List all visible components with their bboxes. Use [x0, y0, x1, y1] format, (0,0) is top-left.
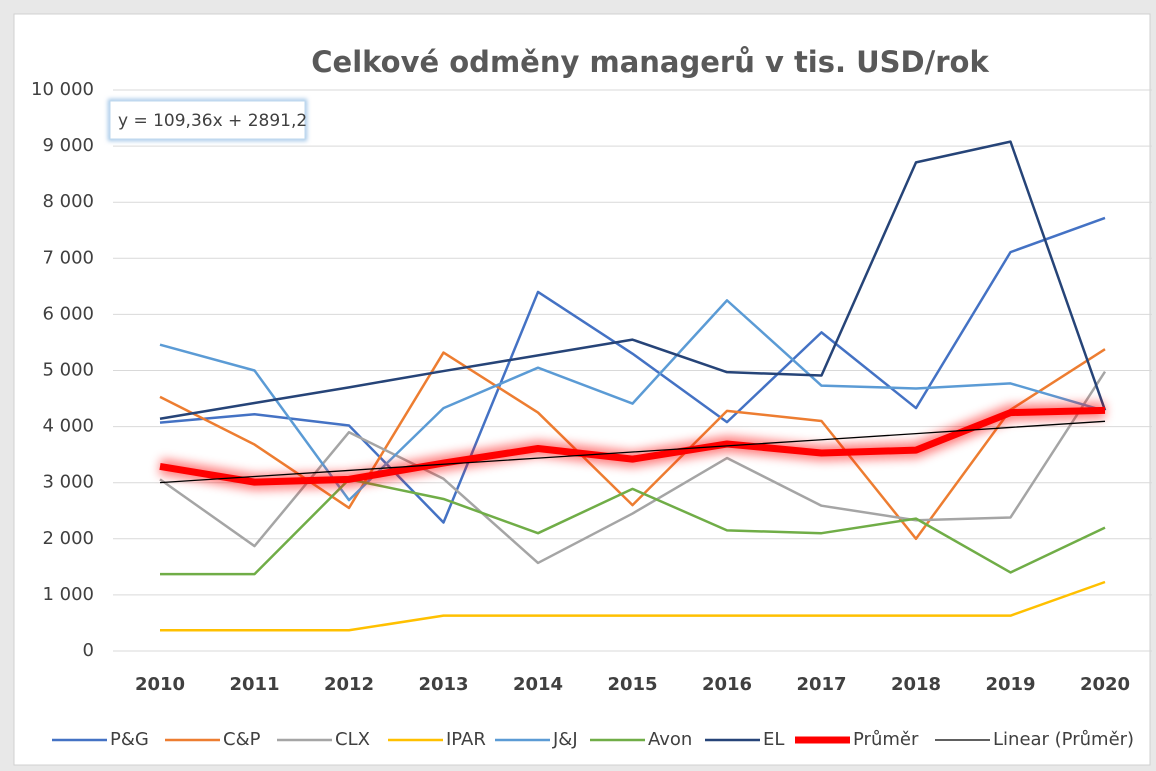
legend-label: Avon [648, 729, 692, 750]
line [159, 140, 1107, 420]
x-tick-label: 2012 [324, 674, 374, 695]
line [160, 580, 1106, 632]
y-tick-label: 0 [83, 640, 94, 661]
line [159, 370, 1107, 565]
x-tick-label: 2017 [796, 674, 846, 695]
legend-label: CLX [335, 729, 370, 750]
annotation-box [109, 100, 306, 140]
legend-label: C&P [223, 729, 261, 750]
y-tick-label: 9 000 [42, 135, 94, 156]
annotation: y = 109,36x + 2891,2 [118, 111, 307, 131]
line [159, 216, 1106, 524]
line [160, 478, 1106, 576]
x-tick-label: 2014 [513, 674, 563, 695]
x-tick-label: 2015 [607, 674, 657, 695]
legend-label: Linear (Průměr) [993, 729, 1134, 750]
legend-label: EL [763, 729, 784, 750]
legend-label: J&J [552, 729, 578, 750]
y-tick-label: 3 000 [42, 472, 94, 493]
x-tick-label: 2010 [135, 674, 185, 695]
line [159, 299, 1106, 502]
y-tick-label: 10 000 [31, 79, 94, 100]
y-tick-label: 8 000 [42, 191, 94, 212]
x-tick-label: 2019 [985, 674, 1035, 695]
x-tick-label: 2016 [702, 674, 752, 695]
y-tick-label: 1 000 [42, 584, 94, 605]
legend-label: P&G [110, 729, 149, 750]
line [159, 420, 1106, 484]
y-tick-label: 4 000 [42, 416, 94, 437]
y-tick-label: 5 000 [42, 360, 94, 381]
x-tick-label: 2011 [229, 674, 279, 695]
y-tick-label: 6 000 [42, 303, 94, 324]
chart-title: Celkové odměny managerů v tis. USD/rok [311, 45, 989, 79]
y-tick-label: 2 000 [42, 528, 94, 549]
legend-label: Průměr [853, 729, 919, 750]
y-tick-label: 7 000 [42, 247, 94, 268]
line [159, 406, 1106, 486]
legend-label: IPAR [446, 729, 486, 750]
x-tick-label: 2020 [1080, 674, 1130, 695]
x-tick-label: 2013 [418, 674, 468, 695]
x-tick-label: 2018 [891, 674, 941, 695]
